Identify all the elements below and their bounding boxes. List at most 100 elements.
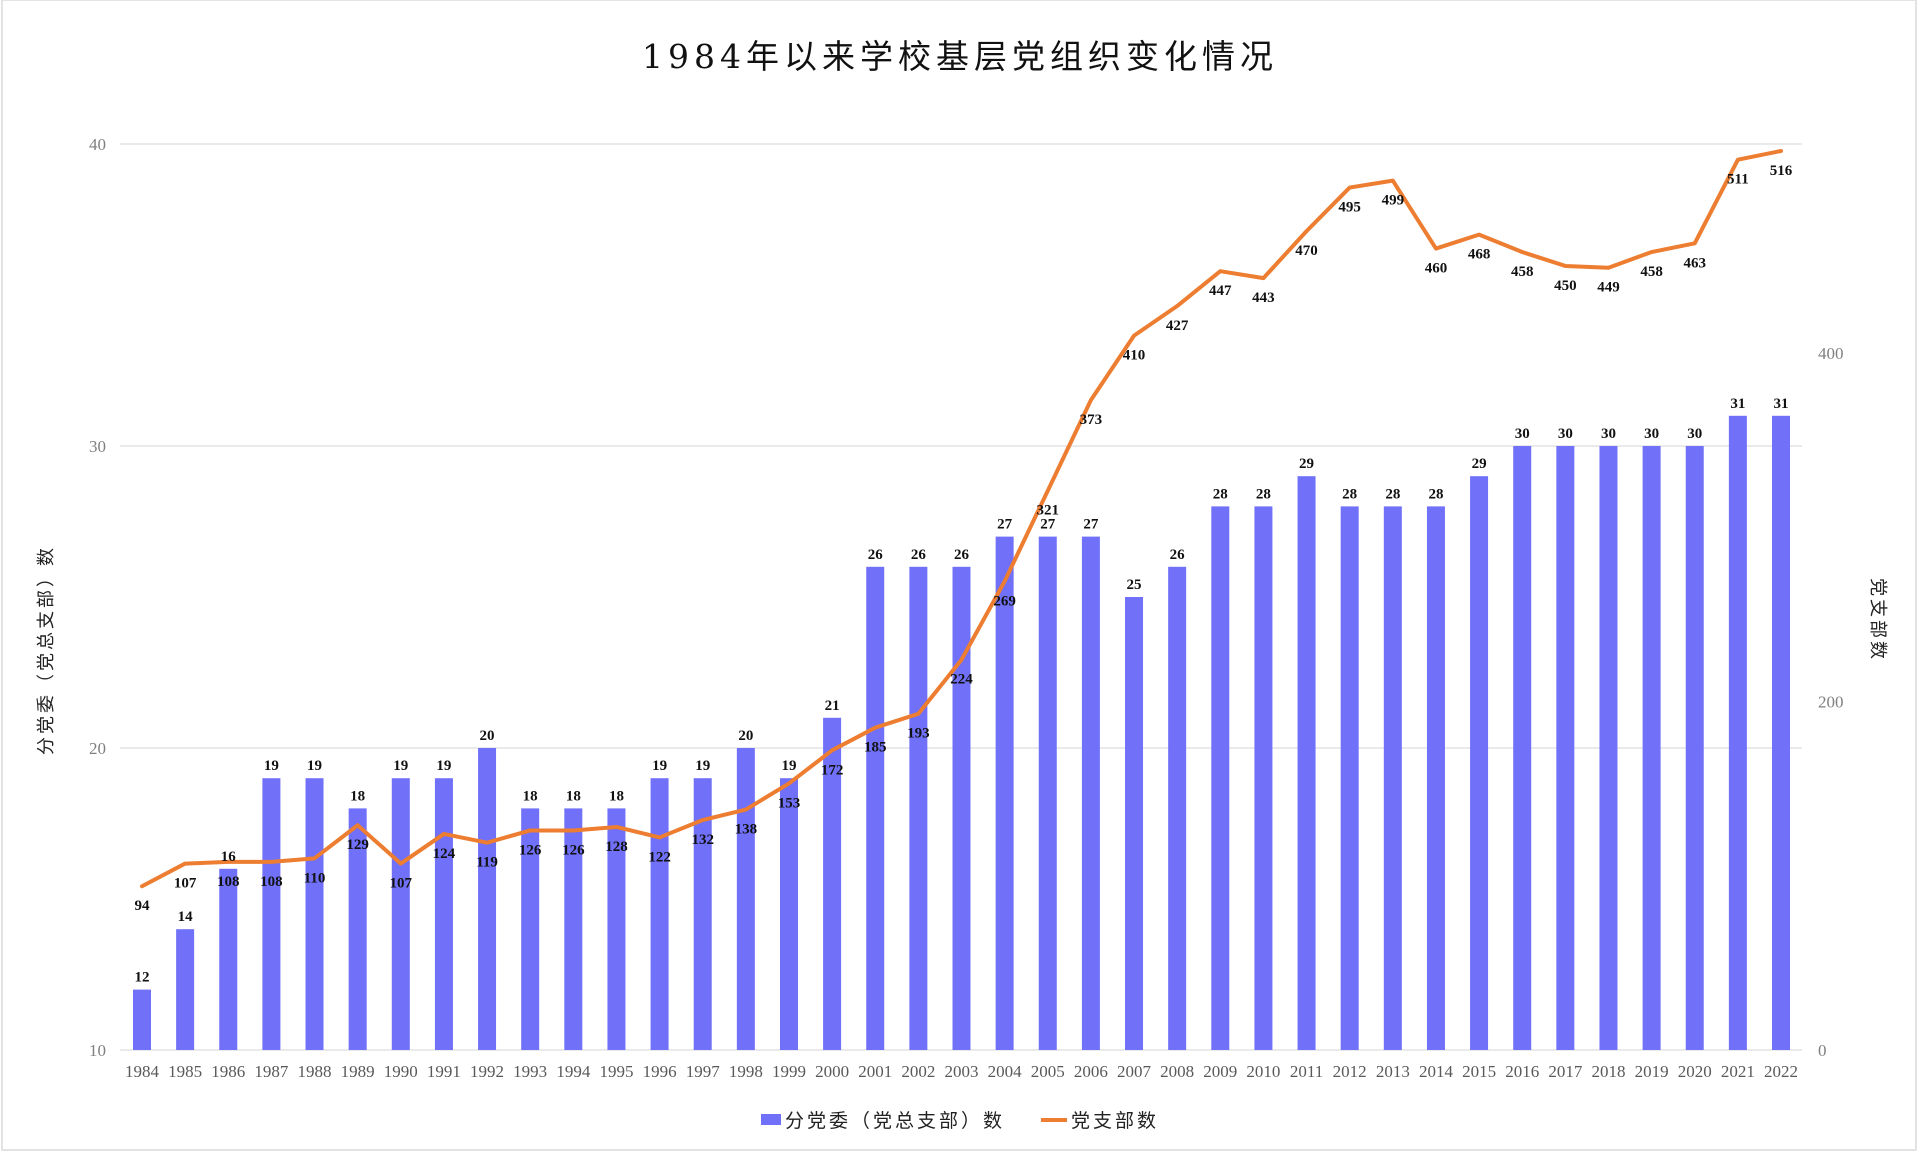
x-axis-tick: 2014 xyxy=(1419,1062,1454,1081)
bar[interactable] xyxy=(1297,476,1316,1050)
x-axis-tick: 2003 xyxy=(945,1062,979,1081)
bar-data-label: 28 xyxy=(1385,486,1400,502)
bar[interactable] xyxy=(521,808,540,1050)
x-axis-ticks: 1984 1985 1986 1987 1988 1989 1990 1991 1992 1993… xyxy=(125,1062,1798,1081)
bar[interactable] xyxy=(133,989,151,1050)
bar-data-label: 26 xyxy=(911,547,927,563)
line-data-label: 373 xyxy=(1080,412,1103,428)
bar-data-label: 19 xyxy=(781,758,796,774)
bar[interactable] xyxy=(1383,506,1402,1050)
bar-data-label: 19 xyxy=(695,758,710,774)
bar[interactable] xyxy=(478,748,497,1050)
bar[interactable] xyxy=(1599,446,1618,1050)
bar[interactable] xyxy=(607,808,626,1050)
line-data-label: 172 xyxy=(821,762,844,778)
bar-data-label: 20 xyxy=(480,728,495,744)
bar-data-label: 26 xyxy=(954,547,970,563)
line-data-label: 443 xyxy=(1252,290,1275,306)
x-axis-tick: 2018 xyxy=(1591,1062,1625,1081)
bar[interactable] xyxy=(1556,446,1575,1050)
bar[interactable] xyxy=(348,808,367,1050)
line-data-label: 511 xyxy=(1727,172,1749,188)
bar-swatch-icon xyxy=(760,1114,781,1125)
x-axis-tick: 2015 xyxy=(1462,1062,1496,1081)
bar[interactable] xyxy=(1081,536,1100,1050)
bar-data-label: 30 xyxy=(1601,426,1616,442)
bar-data-label: 30 xyxy=(1515,426,1530,442)
bar[interactable] xyxy=(219,868,238,1050)
line-data-label: 132 xyxy=(691,832,714,848)
bar[interactable] xyxy=(866,566,885,1050)
line-data-label: 449 xyxy=(1597,280,1620,296)
bar[interactable] xyxy=(1168,566,1187,1050)
bar[interactable] xyxy=(1125,597,1144,1050)
bar-data-label: 30 xyxy=(1687,426,1702,442)
bar[interactable] xyxy=(1728,415,1747,1050)
x-axis-tick: 1984 xyxy=(125,1062,160,1081)
bar[interactable] xyxy=(952,566,971,1050)
line-path[interactable] xyxy=(140,148,1783,889)
bar[interactable] xyxy=(262,778,281,1050)
x-axis-tick: 2008 xyxy=(1160,1062,1194,1081)
legend-line-label: 党支部数 xyxy=(1071,1110,1160,1132)
bar-data-label: 18 xyxy=(350,788,365,804)
bar[interactable] xyxy=(1772,415,1790,1050)
line-series xyxy=(140,148,1783,889)
legend: 分党委（党总支部）数 党支部数 xyxy=(0,1106,1920,1133)
bar-data-label: 19 xyxy=(393,758,408,774)
bar[interactable] xyxy=(564,808,583,1050)
bar[interactable] xyxy=(1513,446,1532,1050)
x-axis-tick: 2012 xyxy=(1333,1062,1367,1081)
bar[interactable] xyxy=(176,929,195,1050)
bar[interactable] xyxy=(823,717,842,1050)
bar-data-label: 26 xyxy=(1170,547,1186,563)
bar[interactable] xyxy=(1340,506,1359,1050)
x-axis-tick: 1990 xyxy=(384,1062,418,1081)
bar[interactable] xyxy=(779,778,798,1050)
legend-bar-label: 分党委（党总支部）数 xyxy=(784,1110,1005,1132)
bar[interactable] xyxy=(1254,506,1273,1050)
chart-title: 1984年以来学校基层党组织变化情况 xyxy=(642,37,1278,76)
bar[interactable] xyxy=(995,536,1014,1050)
bar[interactable] xyxy=(909,566,928,1050)
line-data-label: 447 xyxy=(1209,283,1232,299)
bar[interactable] xyxy=(434,778,453,1050)
line-data-label: 124 xyxy=(433,846,456,862)
line-data-label: 94 xyxy=(135,898,151,914)
x-axis-tick: 2017 xyxy=(1548,1062,1583,1081)
x-axis-tick: 2005 xyxy=(1031,1062,1065,1081)
x-axis-tick: 2001 xyxy=(858,1062,892,1081)
bar[interactable] xyxy=(1685,446,1704,1050)
left-axis-title: 分党委（党总支部）数 xyxy=(36,545,57,755)
x-axis-tick: 2007 xyxy=(1117,1062,1152,1081)
bar[interactable] xyxy=(391,778,410,1050)
x-axis-tick: 2019 xyxy=(1635,1062,1669,1081)
line-data-label: 458 xyxy=(1511,264,1534,280)
legend-item-bar[interactable]: 分党委（党总支部）数 xyxy=(760,1106,1005,1133)
line-data-label: 128 xyxy=(605,839,628,855)
bar-data-labels: 12 14 16 19 19 18 19 19 20 18 18 18 19 19 20 19 21 26 26 26… xyxy=(135,396,1789,986)
line-data-label: 463 xyxy=(1683,255,1706,271)
bar[interactable] xyxy=(1470,476,1489,1050)
left-axis-tick: 20 xyxy=(89,739,106,758)
line-data-label: 269 xyxy=(993,593,1016,609)
bar[interactable] xyxy=(693,778,712,1050)
bar[interactable] xyxy=(1211,506,1230,1050)
bar-data-label: 19 xyxy=(652,758,667,774)
bar[interactable] xyxy=(1426,506,1445,1050)
x-axis-tick: 1993 xyxy=(513,1062,547,1081)
bar-data-label: 14 xyxy=(178,909,194,925)
bar-data-label: 19 xyxy=(307,758,322,774)
bar-data-label: 28 xyxy=(1256,486,1271,502)
line-swatch-icon xyxy=(1041,1117,1067,1122)
bar[interactable] xyxy=(1038,536,1057,1050)
bar[interactable] xyxy=(650,778,669,1050)
legend-item-line[interactable]: 党支部数 xyxy=(1041,1106,1159,1133)
line-data-label: 108 xyxy=(260,874,283,890)
bar[interactable] xyxy=(736,748,755,1050)
left-axis-tick: 40 xyxy=(89,135,106,154)
bar[interactable] xyxy=(305,778,324,1050)
line-data-label: 321 xyxy=(1037,503,1060,519)
bar[interactable] xyxy=(1642,446,1661,1050)
